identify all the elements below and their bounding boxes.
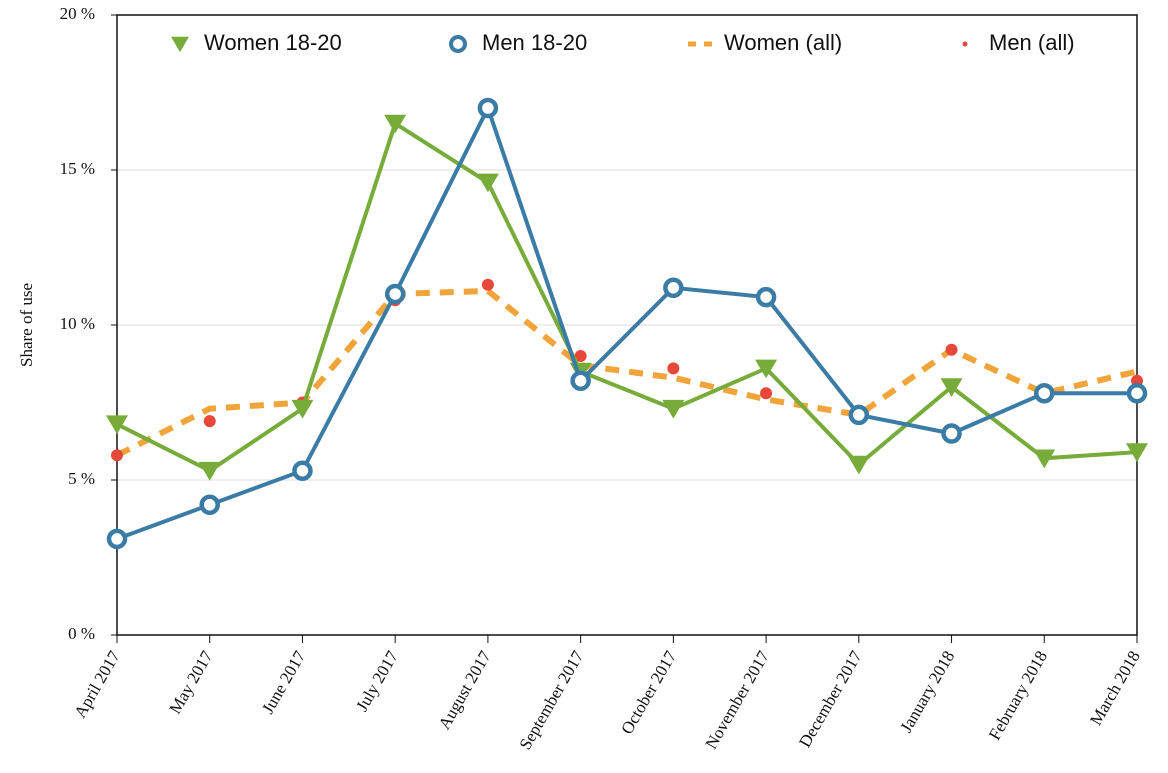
legend-item: Women 18-20 xyxy=(171,30,342,55)
point xyxy=(662,399,685,419)
series-line xyxy=(116,102,1137,541)
point xyxy=(847,455,870,475)
x-tick-label: July 2017 xyxy=(352,647,402,715)
x-tick-label: April 2017 xyxy=(70,647,124,721)
point xyxy=(1126,443,1148,462)
point xyxy=(1126,382,1148,404)
x-tick-label: February 2018 xyxy=(985,647,1051,743)
point xyxy=(570,370,591,392)
x-tick-label: December 2017 xyxy=(795,647,866,751)
legend-item: Women (all) xyxy=(688,30,842,55)
x-tick-label: November 2017 xyxy=(701,647,773,752)
point xyxy=(574,350,587,362)
legend-item: Men (all) xyxy=(962,30,1075,55)
point xyxy=(667,362,680,375)
x-tick-label: June 2017 xyxy=(258,647,309,717)
x-tick-label: August 2017 xyxy=(435,647,495,733)
y-tick-label: 5 % xyxy=(68,469,95,488)
point xyxy=(203,415,216,428)
x-tick-label: September 2017 xyxy=(516,647,588,753)
x-tick-label: January 2018 xyxy=(896,647,958,735)
legend-marker xyxy=(449,35,467,53)
series-line xyxy=(116,120,1138,474)
point xyxy=(945,343,958,356)
point xyxy=(755,359,778,379)
x-tick-label: March 2018 xyxy=(1086,647,1144,728)
legend-marker xyxy=(171,36,189,53)
series-line xyxy=(115,287,1138,458)
point xyxy=(481,278,494,291)
point xyxy=(755,286,777,308)
legend-label: Women 18-20 xyxy=(204,30,342,55)
point xyxy=(291,399,314,419)
legend-item: Men 18-20 xyxy=(449,30,587,55)
point xyxy=(941,423,962,444)
point xyxy=(848,404,870,426)
point xyxy=(199,494,220,516)
y-tick-label: 20 % xyxy=(60,4,95,23)
point xyxy=(940,378,963,397)
point xyxy=(106,528,128,550)
point xyxy=(384,114,407,134)
x-tick-label: October 2017 xyxy=(617,647,680,737)
point xyxy=(476,173,499,193)
y-tick-label: 0 % xyxy=(68,624,95,643)
y-tick-label: 10 % xyxy=(60,314,95,333)
y-tick-label: 15 % xyxy=(60,159,95,178)
x-tick-label: May 2017 xyxy=(165,647,216,717)
point xyxy=(1034,382,1055,404)
plot-frame xyxy=(116,14,1138,636)
point xyxy=(106,415,128,435)
point xyxy=(760,387,773,400)
y-axis-label: Share of use xyxy=(17,283,36,367)
point xyxy=(198,461,221,481)
point xyxy=(292,460,313,481)
legend-marker xyxy=(962,41,968,47)
legend-label: Women (all) xyxy=(724,30,842,55)
point xyxy=(663,277,684,299)
legend-label: Men (all) xyxy=(989,30,1075,55)
point xyxy=(111,449,123,462)
point xyxy=(477,97,499,119)
point xyxy=(384,283,406,305)
legend-label: Men 18-20 xyxy=(482,30,587,55)
point xyxy=(1033,449,1056,469)
